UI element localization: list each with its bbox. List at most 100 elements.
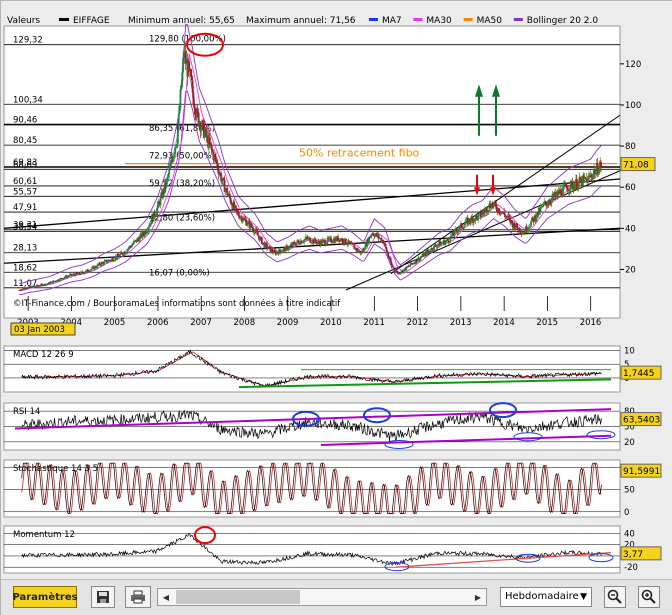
- rsi-highlight-circle: [292, 410, 320, 427]
- cursor-date-badge: [10, 322, 76, 336]
- level-label: 69,83: [13, 158, 37, 168]
- candle-body: [507, 215, 510, 218]
- candle-body: [374, 234, 377, 237]
- candle-body: [356, 248, 359, 252]
- indicator-title: Stochastique 14 3 5: [13, 464, 98, 474]
- parameters-button[interactable]: Paramètres: [12, 586, 78, 608]
- indicator-y-tick-label: 5: [624, 360, 629, 370]
- candle-body: [391, 264, 394, 267]
- candle-body: [597, 173, 600, 175]
- candle-body: [526, 230, 529, 232]
- level-label: 38,54: [13, 222, 37, 232]
- candle-body: [377, 234, 380, 239]
- x-tick-label: 2016: [580, 318, 602, 328]
- down-arrow-head: [490, 187, 496, 196]
- print-button[interactable]: [125, 586, 151, 608]
- indicator-title: Momentum 12: [13, 530, 75, 540]
- candle-body: [176, 130, 179, 144]
- candle-body: [478, 213, 480, 215]
- candle-body: [189, 69, 192, 77]
- candle-body: [571, 181, 574, 189]
- candle-body: [55, 281, 58, 283]
- candle-body: [121, 253, 124, 255]
- candle-body: [494, 201, 497, 205]
- candle-body: [278, 249, 281, 255]
- candle-body: [214, 154, 216, 157]
- candle-body: [196, 108, 199, 113]
- y-tick-label: 60: [625, 183, 636, 193]
- candle-body: [149, 223, 152, 227]
- timeline-scrollbar[interactable]: ◀ ▶: [157, 588, 487, 606]
- scroll-right-arrow-icon[interactable]: ▶: [474, 592, 482, 602]
- rsi-low-circle: [586, 430, 616, 440]
- fibo-annotation: 50% retracement fibo: [299, 147, 420, 160]
- indicator-y-tick-label: 0: [624, 508, 629, 518]
- candle-body: [458, 228, 461, 231]
- level-label: 100,34: [13, 95, 43, 105]
- y-tick-label: 100: [625, 101, 641, 111]
- candle-body: [260, 237, 263, 245]
- macd-support-line: [238, 378, 612, 389]
- candle-body: [361, 252, 364, 253]
- period-select[interactable]: Hebdomadaire ▼: [500, 587, 592, 607]
- candle-body: [582, 175, 584, 186]
- candle-body: [172, 156, 175, 162]
- candle-body: [95, 267, 98, 269]
- candle-body: [236, 211, 239, 212]
- momentum-trend-line: [395, 551, 612, 568]
- candle-body: [271, 248, 274, 252]
- candle-body: [300, 240, 303, 244]
- candle-body: [444, 241, 447, 245]
- candle-body: [79, 274, 81, 275]
- indicator-line: [21, 349, 602, 388]
- candle-body: [70, 273, 73, 276]
- candle-body: [516, 223, 519, 228]
- zoom-out-button[interactable]: [604, 586, 626, 608]
- candle-body: [78, 272, 81, 275]
- candle-body: [560, 189, 563, 196]
- candle-body: [193, 104, 196, 109]
- candle-body: [57, 279, 60, 281]
- indicator-title: MACD 12 26 9: [13, 350, 74, 360]
- scrollbar-thumb[interactable]: [176, 590, 300, 604]
- candle-body: [446, 239, 449, 241]
- candle-body: [448, 241, 451, 243]
- zoom-in-button[interactable]: [638, 586, 660, 608]
- candle-body: [498, 208, 500, 213]
- candle-body: [184, 51, 187, 64]
- indicator-panel: 1050MACD 12 26 91,7445: [3, 345, 662, 393]
- candle-body: [62, 278, 65, 280]
- candle-body: [318, 241, 320, 243]
- candle-body: [176, 143, 178, 147]
- candle-body: [549, 202, 552, 204]
- candle-body: [174, 147, 177, 154]
- level-label: 129,32: [13, 36, 43, 46]
- candle-body: [368, 237, 371, 244]
- candle-body: [226, 188, 229, 195]
- zoom-out-icon: [607, 589, 622, 604]
- candle-body: [471, 216, 474, 219]
- candle-body: [372, 233, 375, 236]
- bollinger-lower: [19, 90, 602, 295]
- level-label: 18,62: [13, 263, 37, 273]
- candle-body: [449, 236, 452, 242]
- candle-body: [156, 207, 158, 215]
- candle-body: [402, 269, 405, 273]
- candle-body: [252, 228, 255, 231]
- candle-body: [91, 267, 94, 270]
- candle-body: [575, 179, 578, 190]
- scroll-left-arrow-icon[interactable]: ◀: [162, 592, 170, 602]
- candle-body: [529, 226, 532, 228]
- indicator-y-tick-label: 20: [624, 438, 635, 448]
- candle-body: [310, 242, 313, 244]
- candle-body: [90, 269, 93, 271]
- candle-body: [208, 137, 211, 144]
- candle-body: [344, 238, 347, 244]
- candle-body: [519, 232, 522, 233]
- save-button[interactable]: [91, 586, 115, 608]
- y-tick-label: 120: [625, 60, 641, 70]
- indicator-title: RSI 14: [13, 407, 40, 417]
- candle-body: [472, 219, 475, 223]
- candle-body: [253, 231, 256, 234]
- candle-body: [239, 217, 242, 219]
